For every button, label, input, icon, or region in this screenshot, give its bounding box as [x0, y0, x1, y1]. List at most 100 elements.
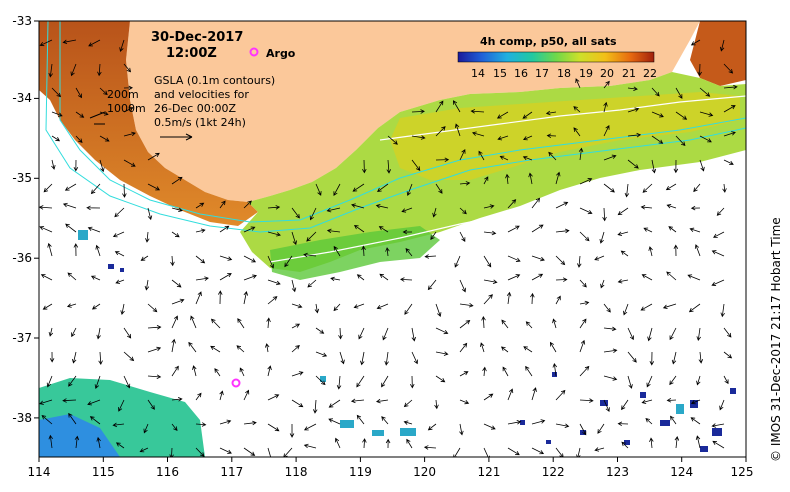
x-tick-label: 121	[477, 465, 500, 479]
velocity-vector	[688, 303, 701, 313]
sst-warm-west	[39, 21, 258, 226]
velocity-vector	[291, 207, 300, 219]
velocity-vector	[435, 303, 442, 317]
velocity-vector	[65, 223, 77, 233]
velocity-vector	[192, 365, 197, 377]
velocity-vector	[376, 303, 389, 310]
y-tick-label: -37	[12, 331, 32, 345]
velocity-vector	[70, 63, 77, 77]
velocity-vector	[98, 351, 103, 366]
x-tick-label: 119	[349, 465, 372, 479]
velocity-vector	[555, 255, 566, 266]
velocity-vector	[75, 135, 83, 144]
velocity-vector	[210, 345, 221, 353]
velocity-vector	[478, 150, 485, 161]
velocity-vector	[90, 183, 101, 195]
velocity-vector	[531, 419, 546, 425]
velocity-vector	[665, 183, 677, 191]
velocity-vector	[385, 438, 391, 449]
velocity-vector	[326, 228, 341, 234]
velocity-vector	[51, 159, 56, 170]
velocity-vector	[617, 279, 629, 284]
colorbar-tick: 17	[535, 67, 549, 80]
velocity-vector	[267, 423, 280, 432]
velocity-vector	[75, 87, 82, 99]
velocity-vector	[243, 274, 257, 281]
velocity-vector	[496, 111, 509, 119]
velocity-vector	[507, 388, 514, 401]
velocity-vector	[502, 366, 509, 377]
velocity-vector	[603, 348, 618, 353]
depth-label: 1000m	[107, 102, 146, 115]
velocity-vector	[315, 327, 325, 334]
velocity-vector	[459, 231, 466, 242]
velocity-vector	[291, 303, 303, 309]
velocity-vector	[712, 440, 725, 449]
velocity-vector	[531, 387, 537, 401]
velocity-vector	[328, 418, 341, 425]
depth-pointer	[89, 111, 106, 125]
velocity-vector	[267, 279, 281, 286]
velocity-vector	[696, 327, 701, 341]
colorbar-tick: 19	[579, 67, 593, 80]
velocity-vector	[483, 176, 489, 185]
velocity-vector	[291, 231, 298, 246]
velocity-vector	[123, 63, 132, 73]
velocity-vector	[435, 100, 444, 113]
velocity-vector	[291, 344, 300, 353]
velocity-vector	[546, 133, 557, 138]
velocity-vector	[114, 251, 125, 257]
velocity-vector	[95, 244, 101, 257]
velocity-vector	[399, 277, 413, 282]
velocity-vector	[119, 39, 125, 52]
velocity-vector	[579, 300, 590, 306]
velocity-vector	[66, 303, 77, 308]
velocity-vector	[291, 371, 304, 377]
velocity-vector	[555, 201, 569, 209]
velocity-vector	[555, 447, 564, 457]
velocity-vector	[603, 303, 611, 313]
velocity-vector	[687, 274, 701, 281]
velocity-vector	[646, 375, 653, 388]
velocity-vector	[459, 207, 467, 215]
velocity-vector	[67, 272, 77, 281]
velocity-vector	[49, 351, 55, 363]
velocity-vector	[649, 351, 655, 366]
x-tick-label: 116	[156, 465, 179, 479]
velocity-vector	[690, 417, 701, 425]
velocity-vector	[603, 326, 617, 332]
velocity-vector	[123, 131, 136, 137]
velocity-vector	[641, 399, 653, 404]
velocity-vector	[673, 244, 679, 257]
y-tick-label: -35	[12, 171, 32, 185]
velocity-vector	[381, 416, 389, 425]
velocity-vector	[96, 327, 101, 340]
velocity-vector	[579, 365, 590, 377]
velocity-vector	[603, 399, 610, 413]
velocity-vector	[62, 39, 77, 45]
velocity-vector	[334, 437, 341, 449]
velocity-vector	[306, 231, 317, 242]
x-tick-label: 115	[92, 465, 115, 479]
velocity-vector	[406, 183, 413, 197]
velocity-vector	[643, 227, 653, 233]
sst-shelf-yellow	[390, 92, 740, 180]
velocity-vector	[424, 254, 437, 259]
velocity-vector	[483, 279, 498, 284]
velocity-vector	[411, 327, 416, 342]
velocity-vector	[555, 295, 561, 305]
velocity-vector	[267, 255, 274, 269]
argo-float-marker[interactable]	[231, 378, 241, 388]
gsla-note: GSLA (0.1m contours) and velocities for …	[154, 74, 275, 129]
velocity-vector	[531, 255, 545, 262]
velocity-vector	[675, 111, 688, 120]
velocity-vector	[353, 303, 365, 309]
velocity-vector	[99, 159, 105, 173]
velocity-vector	[669, 327, 677, 341]
velocity-vector	[522, 155, 533, 161]
velocity-vector	[147, 152, 160, 161]
velocity-vector	[171, 423, 178, 432]
velocity-vector	[669, 375, 677, 386]
velocity-vector	[423, 445, 437, 450]
velocity-vector	[525, 321, 533, 329]
